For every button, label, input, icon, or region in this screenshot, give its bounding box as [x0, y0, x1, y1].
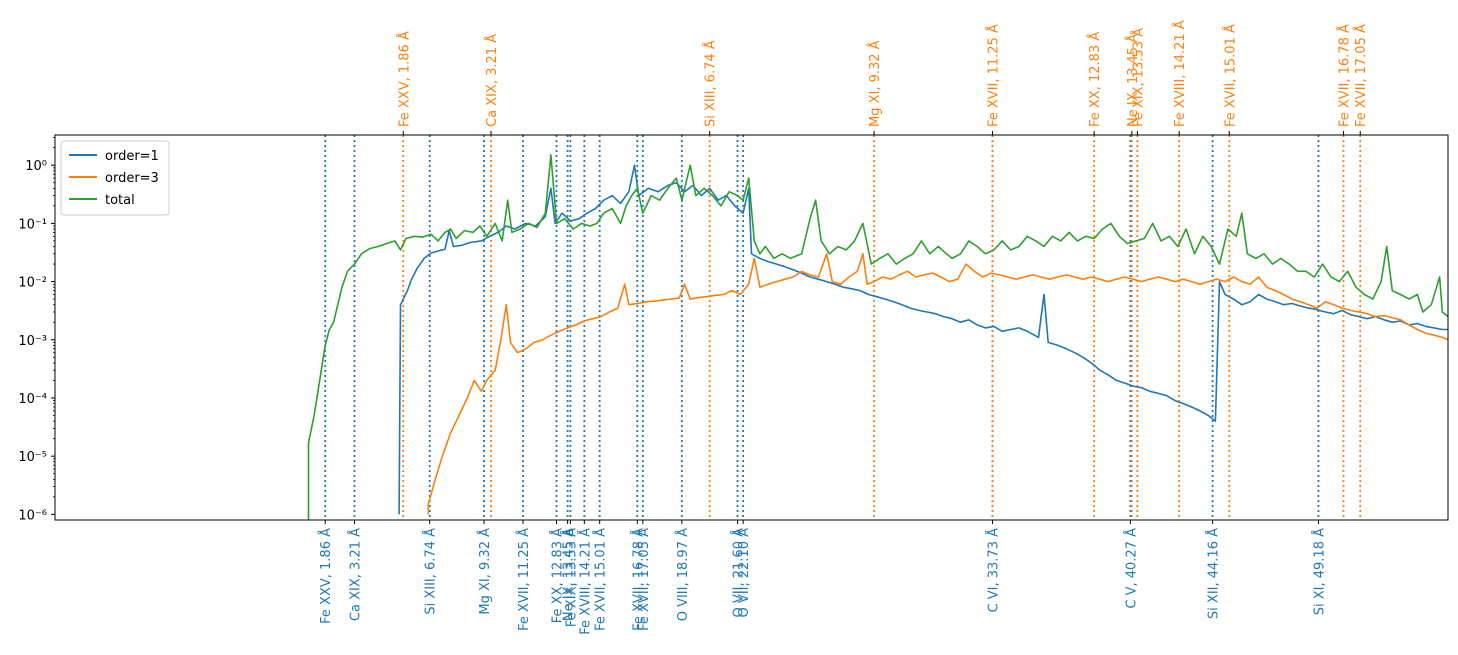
top-line-label: Si XIII, 6.74 Å: [703, 40, 719, 127]
bottom-line-label: Mg XI, 9.32 Å: [477, 528, 493, 615]
bottom-line-label: Si XI, 49.18 Å: [1311, 528, 1327, 615]
y-tick-label: 10⁻¹: [18, 217, 47, 232]
bottom-line-label: Ne IX, 13.45 Å: [561, 528, 577, 621]
legend-box: [60, 140, 170, 216]
bottom-line-label: Fe XVII, 16.78 Å: [630, 528, 646, 631]
y-tick-label: 10⁻³: [18, 334, 47, 349]
y-tick-label: 10⁰: [25, 159, 47, 174]
bottom-line-label: Fe XX, 12.83 Å: [549, 528, 565, 623]
legend: order=1 order=3 total: [60, 140, 170, 216]
legend-label: order=1: [105, 149, 159, 164]
emission-line-markers: [324, 135, 1362, 520]
series-line-order-3: [427, 253, 1448, 515]
y-tick-label: 10⁻⁵: [18, 450, 47, 465]
top-line-label: Fe XXV, 1.86 Å: [396, 31, 412, 127]
bottom-line-label: C VI, 33.73 Å: [985, 528, 1001, 613]
top-line-label: Fe XVII, 15.01 Å: [1222, 24, 1238, 127]
bottom-line-label: Fe XVIII, 14.21 Å: [577, 528, 593, 635]
bottom-line-label: Fe XVII, 11.25 Å: [516, 528, 532, 631]
series-line-order-1: [398, 164, 1448, 515]
bottom-line-label: C V, 40.27 Å: [1123, 528, 1139, 609]
bottom-line-label: Fe XVII, 17.05 Å: [636, 528, 652, 631]
top-line-label: Ne IX, 13.45 Å: [1125, 34, 1141, 127]
legend-label: order=3: [105, 171, 159, 186]
legend-label: total: [105, 193, 135, 208]
y-tick-label: 10⁻⁴: [18, 392, 47, 407]
y-axis-ticks: 10⁻⁶ 10⁻⁵ 10⁻⁴ 10⁻³ 10⁻² 10⁻¹ 10⁰: [18, 137, 55, 523]
top-line-label: Fe XX, 12.83 Å: [1087, 32, 1103, 127]
top-line-label: Fe XVIII, 14.21 Å: [1172, 20, 1188, 127]
axes-frame: [54, 134, 1449, 521]
bottom-line-label: O VIII, 18.97 Å: [675, 528, 691, 621]
top-line-label: Fe XVII, 16.78 Å: [1337, 24, 1353, 127]
series-line-total: [307, 154, 1448, 520]
bottom-line-label: O VII, 21.60 Å: [731, 528, 747, 618]
bottom-line-labels: Fe XXV, 1.86 Å Ca XIX, 3.21 Å Si XIII, 6.7…: [318, 520, 1327, 635]
bottom-line-label: Fe XVII, 15.01 Å: [593, 528, 609, 631]
bottom-line-label: O VII, 22.10 Å: [736, 528, 752, 618]
bottom-line-label: Si XII, 44.16 Å: [1206, 528, 1222, 619]
bottom-line-label: Fe XXV, 1.86 Å: [318, 528, 334, 624]
series-lines: [307, 154, 1448, 520]
top-line-label: Mg XI, 9.32 Å: [867, 40, 883, 127]
top-line-label: Fe XIX, 13.53 Å: [1130, 28, 1146, 127]
bottom-line-label: Si XIII, 6.74 Å: [423, 528, 439, 615]
top-line-label: Ca XIX, 3.21 Å: [484, 34, 500, 127]
bottom-line-label: Ca XIX, 3.21 Å: [347, 528, 363, 621]
top-line-label: Fe XVII, 17.05 Å: [1353, 24, 1369, 127]
y-tick-label: 10⁻⁶: [18, 508, 47, 523]
y-tick-label: 10⁻²: [18, 276, 47, 291]
bottom-line-label: Fe XIX, 13.53 Å: [563, 528, 579, 627]
top-line-label: Fe XVII, 11.25 Å: [985, 24, 1001, 127]
top-line-labels: Fe XXV, 1.86 Å Ca XIX, 3.21 Å Si XIII, 6.7…: [396, 20, 1369, 135]
